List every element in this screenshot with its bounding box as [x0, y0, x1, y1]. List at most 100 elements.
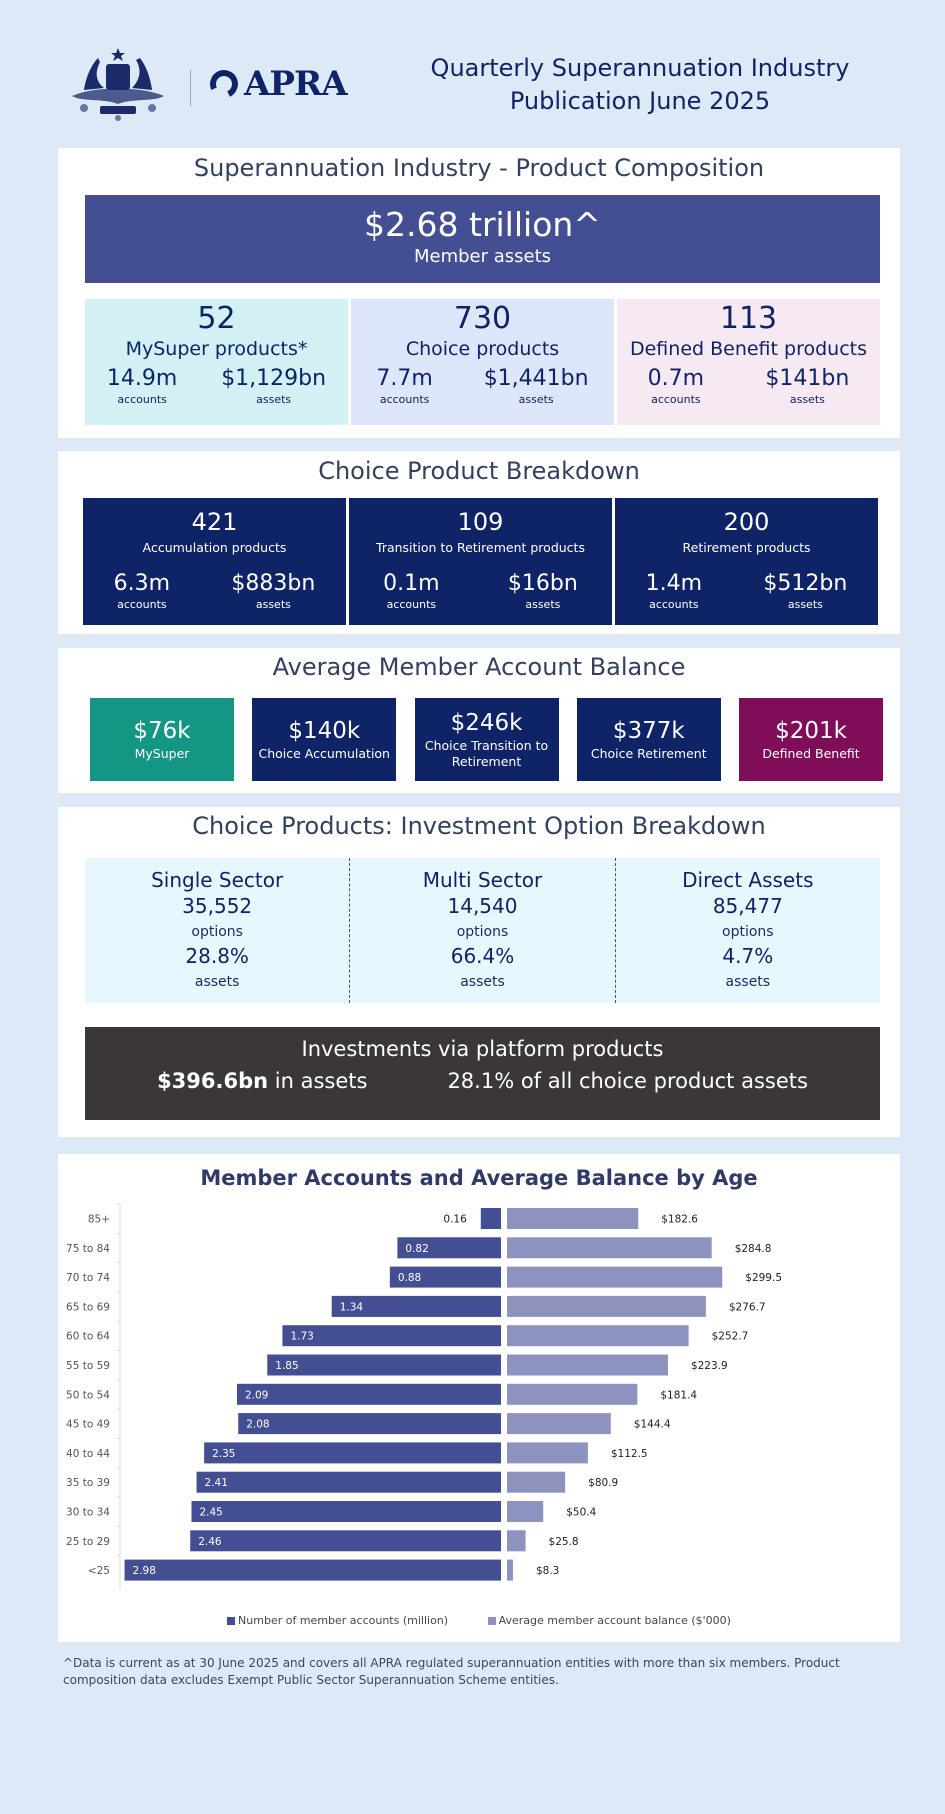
- apra-logo: APRA: [206, 64, 348, 104]
- balance-label: MySuper: [134, 745, 190, 761]
- accounts-value: 7.7m: [376, 366, 433, 391]
- data-label-accounts: 2.98: [133, 1565, 156, 1577]
- assets-value: $512bn: [763, 571, 848, 596]
- option-single-sector: Single Sector 35,552 options 28.8% asset…: [85, 858, 351, 1003]
- product-card-choice: 730 Choice products 7.7m accounts $1,441b…: [351, 299, 614, 425]
- apra-wordmark: APRA: [244, 64, 348, 104]
- accounts-value: 14.9m: [106, 366, 178, 391]
- option-direct-assets: Direct Assets 85,477 options 4.7% assets: [616, 858, 880, 1003]
- data-label-accounts: 2.41: [205, 1477, 228, 1489]
- balance-tile-choice-retirement: $377k Choice Retirement: [576, 698, 721, 781]
- product-label: Retirement products: [682, 540, 811, 555]
- data-label-accounts: 0.16: [443, 1214, 467, 1226]
- category-label: 70 to 74: [66, 1272, 110, 1284]
- balance-value: $377k: [612, 717, 685, 744]
- option-assets-label: assets: [460, 974, 505, 990]
- accounts-label: accounts: [649, 598, 699, 611]
- assets-value: $141bn: [765, 366, 850, 391]
- assets-label: assets: [256, 393, 292, 406]
- legend-item-accounts: Number of member accounts (million): [227, 1614, 448, 1627]
- balance-value: $246k: [450, 709, 523, 736]
- bar-accounts: [124, 1559, 501, 1581]
- member-assets-banner: $2.68 trillion^ Member assets: [85, 195, 880, 283]
- balance-tile-choice-accumulation: $140k Choice Accumulation: [252, 698, 397, 781]
- accounts-label: accounts: [117, 393, 167, 406]
- option-assets-pct: 4.7%: [722, 944, 774, 968]
- accounts-label: accounts: [386, 598, 437, 611]
- section-title: Choice Product Breakdown: [318, 457, 640, 485]
- category-label: 60 to 64: [66, 1331, 110, 1343]
- bar-accounts: [267, 1354, 501, 1376]
- balance-tile-choice-ttr: $246k Choice Transition to Retirement: [414, 698, 559, 781]
- assets-label: assets: [518, 393, 554, 406]
- bar-balance: [507, 1442, 588, 1464]
- product-label: Transition to Retirement products: [376, 540, 585, 555]
- average-balance-section: Average Member Account Balance $76k MySup…: [58, 648, 900, 793]
- bar-balance: [507, 1383, 638, 1405]
- category-label: 45 to 49: [66, 1419, 110, 1431]
- product-label: Accumulation products: [142, 540, 287, 555]
- section-title: Choice Products: Investment Option Break…: [192, 812, 766, 840]
- product-card-defined-benefit: 113 Defined Benefit products 0.7m account…: [617, 299, 880, 425]
- data-label-accounts: 0.82: [405, 1243, 428, 1255]
- product-card-mysuper: 52 MySuper products* 14.9m accounts $1,12…: [85, 299, 348, 425]
- bar-balance: [507, 1208, 639, 1229]
- data-label-balance: $299.5: [745, 1272, 782, 1284]
- bar-balance: [507, 1354, 668, 1376]
- bar-balance: [507, 1501, 544, 1522]
- bar-accounts: [282, 1325, 501, 1347]
- product-count: 52: [197, 301, 236, 336]
- option-count-label: options: [722, 924, 774, 940]
- product-composition-section: Superannuation Industry - Product Compos…: [58, 148, 900, 438]
- title-line-1: Quarterly Superannuation Industry: [430, 54, 850, 82]
- data-label-balance: $252.7: [712, 1331, 749, 1343]
- total-assets-value: $2.68 trillion^: [364, 205, 601, 244]
- data-label-accounts: 2.35: [212, 1448, 235, 1460]
- bar-balance: [507, 1413, 611, 1435]
- accounts-value: 1.4m: [645, 571, 703, 596]
- balance-tile-defined-benefit: $201k Defined Benefit: [739, 698, 883, 781]
- category-label: 40 to 44: [66, 1448, 110, 1460]
- bar-accounts: [480, 1208, 501, 1229]
- category-label: 85+: [88, 1214, 110, 1226]
- assets-value: $1,129bn: [221, 366, 327, 391]
- product-count: 113: [719, 301, 778, 336]
- legend-swatch: [487, 1617, 496, 1625]
- legend-item-balance: Average member account balance ($'000): [487, 1614, 731, 1627]
- product-count: 421: [191, 508, 238, 536]
- assets-label: assets: [789, 393, 825, 406]
- accounts-label: accounts: [117, 598, 167, 611]
- bar-balance: [507, 1530, 526, 1552]
- page-header: APRA Quarterly Superannuation Industry P…: [0, 0, 945, 140]
- balance-label: Defined Benefit: [762, 745, 860, 761]
- data-label-accounts: 2.45: [199, 1507, 222, 1519]
- data-label-accounts: 2.46: [198, 1536, 222, 1548]
- data-label-balance: $80.9: [588, 1477, 618, 1489]
- bar-balance: [507, 1325, 689, 1347]
- option-count: 14,540: [447, 894, 518, 918]
- data-label-accounts: 2.08: [246, 1419, 269, 1431]
- legend-swatch: [227, 1617, 236, 1625]
- option-count-label: options: [191, 924, 243, 940]
- product-label: MySuper products*: [125, 338, 308, 360]
- bar-accounts: [238, 1413, 501, 1435]
- platform-share: 28.1% of all choice product assets: [447, 1069, 808, 1093]
- bar-accounts: [397, 1237, 501, 1259]
- total-assets-label: Member assets: [413, 246, 552, 267]
- category-label: 30 to 34: [66, 1507, 110, 1519]
- accounts-value: 0.1m: [383, 571, 440, 596]
- platform-assets: $396.6bn in assets: [157, 1069, 367, 1093]
- option-count: 35,552: [182, 894, 253, 918]
- bar-balance: [507, 1266, 723, 1288]
- product-count: 109: [457, 508, 504, 536]
- accounts-value: 6.3m: [113, 571, 171, 596]
- data-label-accounts: 1.34: [340, 1301, 364, 1313]
- accounts-value: 0.7m: [647, 366, 705, 391]
- accounts-label: accounts: [651, 393, 701, 406]
- investment-option-row: Single Sector 35,552 options 28.8% asset…: [85, 858, 880, 1003]
- data-label-balance: $112.5: [611, 1448, 648, 1460]
- assets-value: $883bn: [231, 571, 316, 596]
- platform-assets-value: $396.6bn: [157, 1069, 269, 1093]
- assets-value: $1,441bn: [483, 366, 589, 391]
- category-label: 50 to 54: [66, 1389, 110, 1401]
